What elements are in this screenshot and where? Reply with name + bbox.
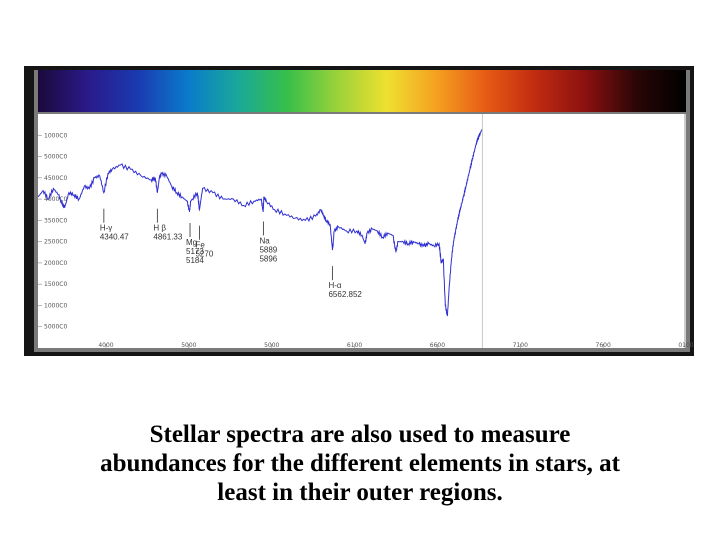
x-axis-ticks: 4000 5000 5000 6100 6600 7100 7600 0100: [98, 342, 693, 349]
series-group: [37, 114, 483, 348]
annotation-label: H β: [153, 224, 166, 233]
y-tick-label: 3500C0: [44, 217, 67, 224]
y-tick-label: 4500C0: [44, 175, 67, 182]
spectrum-figure: 1000C0 5000C0 4500C0 4000C0 3500C0 2500C0 2000…: [24, 66, 694, 356]
caption-line-2: abundances for the different elements in…: [100, 450, 620, 477]
spectrum-line: [37, 128, 483, 317]
y-tick-label: 1000C0: [44, 302, 67, 309]
x-tick-label: 6100: [347, 342, 362, 349]
y-tick-label: 1500C0: [44, 281, 67, 288]
x-tick-label: 4000: [98, 342, 113, 349]
annotation-label: 5889: [259, 245, 277, 254]
annotation-label: Fe: [195, 241, 205, 250]
plot-area: [38, 114, 686, 348]
annotation-label: 5270: [195, 250, 213, 259]
annotation-label: 5896: [259, 254, 277, 263]
annotation-label: 5184: [186, 256, 204, 265]
caption-line-1: Stellar spectra are also used to measure: [149, 421, 571, 448]
x-tick-label: 7600: [596, 342, 611, 349]
annotation-label: 5173: [186, 247, 204, 256]
y-tick-label: 5000C0: [44, 324, 67, 331]
annotation-label: Mg: [186, 238, 197, 247]
x-tick-label: 6600: [430, 342, 445, 349]
spectrum-color-strip: [38, 70, 686, 112]
y-tick-label: 2500C0: [44, 239, 67, 246]
annotation-label: 6562.852: [328, 290, 362, 299]
x-tick-label: 5000: [264, 342, 279, 349]
y-tick-label: 5000C0: [44, 154, 67, 161]
caption: Stellar spectra are also used to measure…: [10, 420, 710, 507]
x-tick-label: 0100: [678, 342, 693, 349]
annotation-label: H-γ: [100, 224, 112, 233]
plot-right-edge: [684, 114, 686, 348]
annotation-label: Na: [259, 236, 270, 245]
y-axis-ticks: 1000C0 5000C0 4500C0 4000C0 3500C0 2500C0 2000…: [38, 132, 67, 331]
x-tick-label: 7100: [513, 342, 528, 349]
annotation-label: 4861.33: [153, 233, 182, 242]
y-tick-label: 4000C0: [44, 196, 67, 203]
annotation-label: 4340.47: [100, 233, 129, 242]
x-tick-label: 5000: [181, 342, 196, 349]
y-tick-label: 1000C0: [44, 132, 67, 139]
y-tick-label: 2000C0: [44, 260, 67, 267]
annotation-label: H-α: [328, 281, 341, 290]
caption-line-3: least in their outer regions.: [217, 479, 503, 506]
